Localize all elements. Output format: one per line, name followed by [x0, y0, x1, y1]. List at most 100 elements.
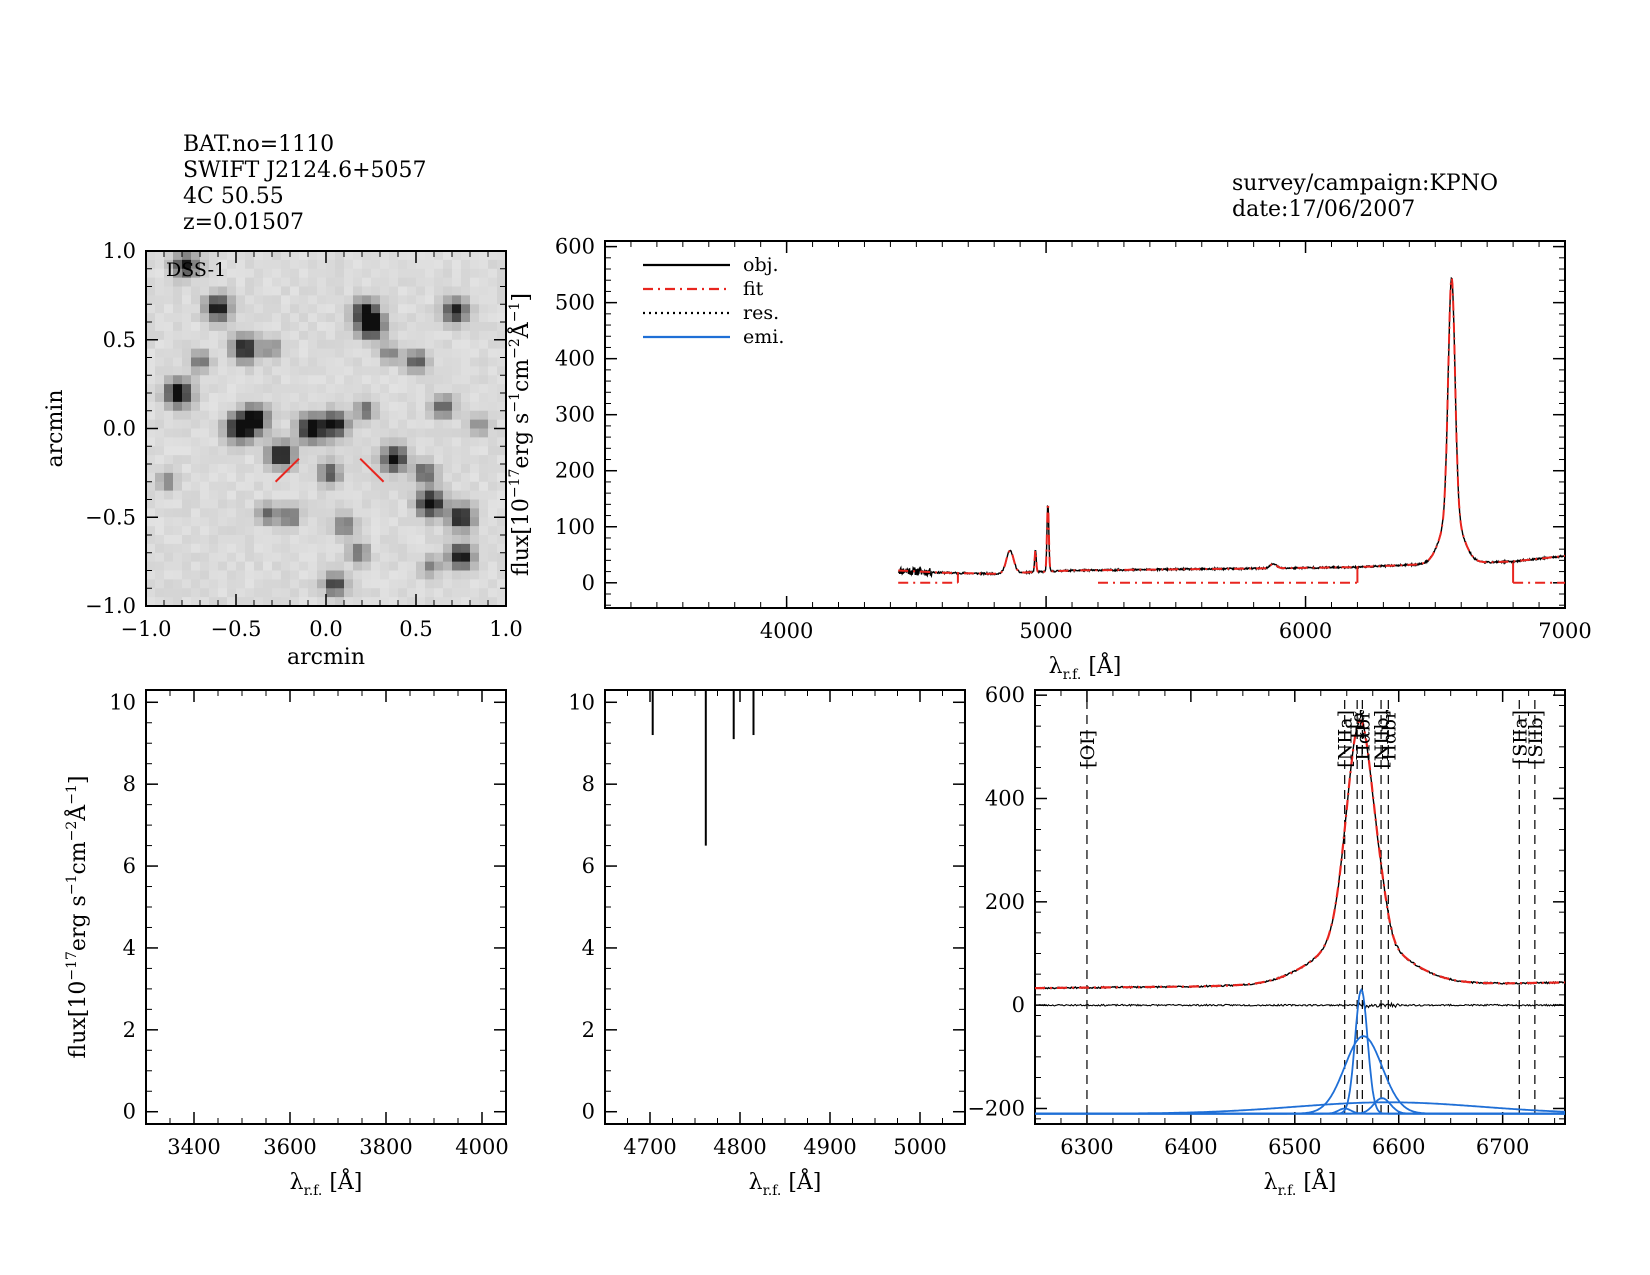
image-pixel — [218, 277, 228, 287]
image-pixel — [227, 597, 237, 606]
image-pixel — [290, 304, 300, 314]
image-pixel — [344, 437, 354, 447]
image-pixel — [254, 357, 264, 367]
image-pixel — [362, 499, 372, 509]
image-pixel — [353, 588, 363, 598]
image-pixel — [290, 357, 300, 367]
image-pixel — [497, 357, 506, 367]
image-pixel — [182, 384, 192, 394]
image-pixel — [461, 268, 471, 279]
image-pixel — [488, 419, 498, 429]
image-pixel — [146, 464, 156, 474]
image-pixel — [272, 366, 282, 376]
image-pixel — [488, 366, 498, 376]
image-pixel — [344, 295, 354, 305]
image-pixel — [218, 508, 228, 518]
image-pixel — [200, 401, 210, 412]
image-pixel — [461, 481, 471, 492]
image-pixel — [344, 472, 354, 483]
image-pixel — [416, 508, 426, 518]
image-pixel — [299, 490, 309, 500]
image-pixel — [371, 499, 381, 509]
image-pixel — [182, 339, 192, 350]
image-pixel — [443, 259, 453, 270]
image-pixel — [371, 393, 381, 403]
image-pixel — [398, 597, 408, 606]
image-pixel — [317, 490, 327, 500]
image-pixel — [380, 472, 390, 483]
image-pixel — [200, 419, 210, 429]
image-pixel — [326, 366, 336, 376]
image-pixel — [398, 437, 408, 447]
image-pixel — [344, 384, 354, 394]
image-pixel — [272, 535, 282, 545]
image-pixel — [254, 304, 264, 314]
image-pixel — [245, 535, 255, 545]
image-pixel — [452, 552, 462, 563]
image-pixel — [389, 552, 399, 563]
image-pixel — [371, 330, 381, 341]
image-pixel — [263, 561, 273, 571]
image-pixel — [452, 535, 462, 545]
image-pixel — [227, 295, 237, 305]
image-pixel — [308, 597, 318, 606]
image-pixel — [497, 348, 506, 358]
image-pixel — [452, 464, 462, 474]
image-pixel — [146, 419, 156, 429]
image-pixel — [470, 286, 480, 296]
image-pixel — [470, 597, 480, 606]
image-pixel — [344, 410, 354, 421]
image-pixel — [434, 543, 444, 554]
image-pixel — [452, 446, 462, 456]
image-pixel — [308, 437, 318, 447]
image-pixel — [200, 499, 210, 509]
image-pixel — [425, 375, 435, 385]
image-pixel — [263, 419, 273, 429]
image-pixel — [362, 384, 372, 394]
y-tick-label: 0 — [1012, 993, 1025, 1017]
image-pixel — [344, 304, 354, 314]
image-pixel — [173, 570, 183, 580]
image-pixel — [272, 526, 282, 536]
image-pixel — [146, 517, 156, 527]
image-pixel — [182, 259, 192, 270]
image-pixel — [146, 428, 156, 438]
image-pixel — [200, 330, 210, 341]
image-pixel — [308, 490, 318, 500]
image-pixel — [164, 419, 174, 429]
image-pixel — [254, 251, 264, 261]
image-pixel — [416, 393, 426, 403]
image-pixel — [479, 313, 489, 323]
x-tick-label: 4700 — [623, 1135, 676, 1159]
image-pixel — [452, 401, 462, 412]
image-pixel — [380, 268, 390, 279]
image-pixel — [218, 330, 228, 341]
image-pixel — [470, 304, 480, 314]
x-tick-label: 6000 — [1279, 619, 1332, 643]
image-pixel — [497, 588, 506, 598]
image-pixel — [209, 375, 219, 385]
image-pixel — [209, 464, 219, 474]
image-pixel — [308, 561, 318, 571]
image-pixel — [470, 543, 480, 554]
image-pixel — [209, 322, 219, 332]
image-pixel — [452, 508, 462, 518]
image-pixel — [218, 304, 228, 314]
legend-entry: res. — [743, 302, 779, 324]
image-pixel — [344, 543, 354, 554]
image-pixel — [227, 535, 237, 545]
image-pixel — [362, 437, 372, 447]
image-pixel — [254, 330, 264, 341]
image-pixel — [362, 339, 372, 350]
image-pixel — [470, 499, 480, 509]
image-pixel — [272, 543, 282, 554]
image-pixel — [479, 357, 489, 367]
image-pixel — [362, 410, 372, 421]
image-pixel — [470, 348, 480, 358]
image-pixel — [407, 446, 417, 456]
image-pixel — [461, 313, 471, 323]
image-pixel — [317, 455, 327, 465]
image-pixel — [353, 375, 363, 385]
image-pixel — [443, 588, 453, 598]
image-pixel — [353, 517, 363, 527]
